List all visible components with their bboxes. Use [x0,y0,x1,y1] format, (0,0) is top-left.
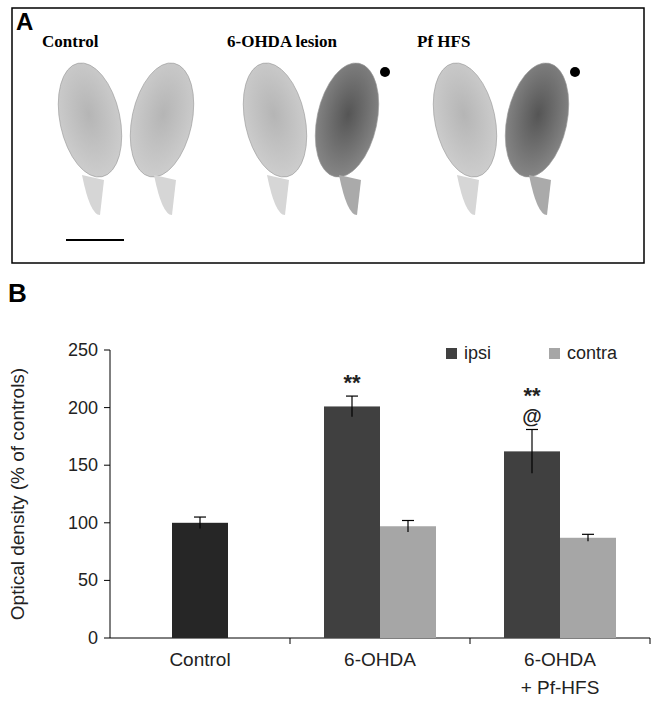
bar [172,523,228,638]
error-bar [346,396,358,417]
error-cap [346,395,358,396]
x-tick-label-line: 6-OHDA [524,649,596,670]
figure: A Control 6-OHDA lesion Pf HFS B 0 50 100 150 200… [0,0,656,720]
tubercle-section [457,175,479,215]
error-cap [194,516,206,517]
y-tick [104,350,110,351]
annotation: ** [343,370,361,395]
bar [324,406,380,638]
y-tick-label: 0 [88,628,98,648]
x-tick [470,638,471,644]
error-bar [582,534,594,541]
y-tick [104,407,110,408]
tubercle-section [267,175,289,215]
x-tick-label-line: 6-OHDA [344,649,416,670]
striatum-section [306,57,389,183]
striatum-section [234,57,317,183]
y-axis [110,350,111,638]
y-tick-label: 50 [78,570,98,590]
x-tick-label: Control [169,649,230,670]
striatum-section [424,57,507,183]
error-bar [402,520,414,532]
legend-swatch [446,348,457,359]
y-tick [104,638,110,639]
tubercle-section [154,175,176,215]
error-cap [526,429,538,430]
error-stem [199,517,200,529]
error-cap [402,520,414,521]
error-stem [531,429,532,473]
y-tick [104,465,110,466]
panel-label: B [8,278,27,308]
overlays: ****@ [343,370,541,427]
bar [504,451,560,638]
error-bar [526,429,538,473]
error-bar [194,517,206,529]
striatum-section [121,57,204,183]
y-tick [104,522,110,523]
x-tick-label: 6-OHDA [344,649,416,670]
striatum-section [496,57,579,183]
tubercle-section [82,175,104,215]
x-tick-label: 6-OHDA + Pf-HFS [521,649,600,698]
legend-label: contra [567,343,618,363]
striatum-section [49,57,132,183]
y-axis-label: Optical density (% of controls) [7,368,28,620]
y-tick-label: 200 [68,398,98,418]
panel-label: A [16,8,33,35]
image-label: Pf HFS [417,32,470,51]
x-tick [290,638,291,644]
bar [560,538,616,638]
error-stem [407,520,408,532]
error-stem [351,396,352,417]
error-cap [582,534,594,535]
y-tick-label: 250 [68,340,98,360]
y-tick-label: 100 [68,513,98,533]
bars [172,396,616,638]
tubercle-section [529,175,551,215]
y-tick-label: 150 [68,455,98,475]
x-tick-label-line: + Pf-HFS [521,677,600,698]
x-tick-label-line: Control [169,649,230,670]
bar [380,526,436,638]
panel-a-frame [12,8,644,263]
legend-label: ipsi [464,343,491,363]
error-stem [587,534,588,541]
tubercle-section [339,175,361,215]
image-label: Control [42,32,99,51]
y-tick [104,580,110,581]
lesion-marker [570,67,580,77]
scale-bar [66,239,124,241]
lesion-marker [380,67,390,77]
image-label: 6-OHDA lesion [227,32,338,51]
x-tick [650,638,651,644]
legend-swatch [549,348,560,359]
annotation: @ [522,405,542,427]
